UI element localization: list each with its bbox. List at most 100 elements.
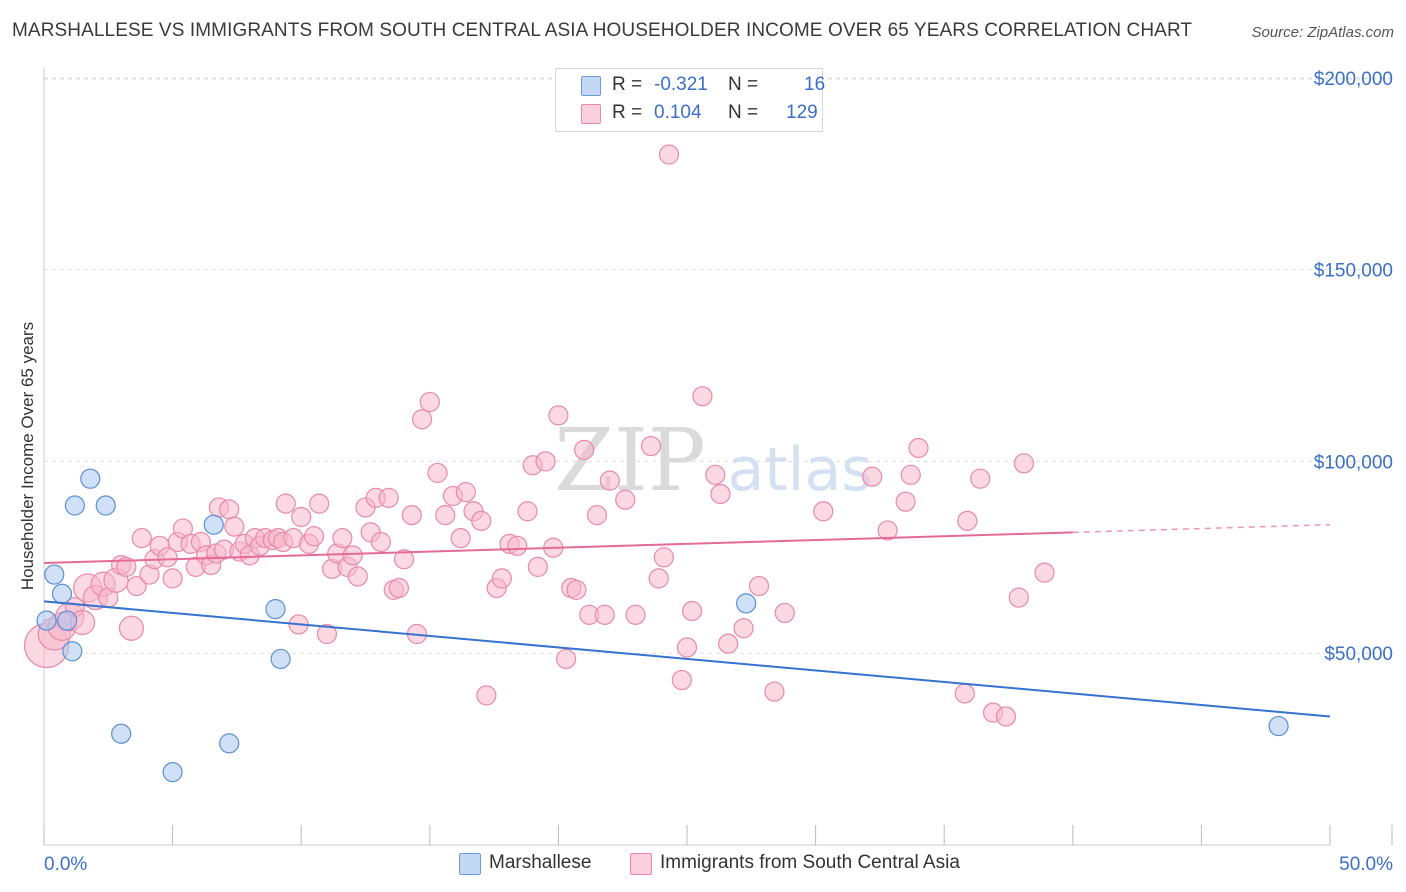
immigrants-trend-extension bbox=[1072, 523, 1331, 534]
immigrants-point bbox=[957, 510, 978, 531]
immigrants-point bbox=[388, 577, 410, 599]
marshallese-point bbox=[95, 495, 116, 516]
marshallese-point bbox=[57, 610, 78, 631]
immigrants-point bbox=[347, 566, 368, 587]
immigrants-point bbox=[705, 464, 726, 485]
marshallese-point bbox=[219, 733, 240, 754]
immigrants-point bbox=[1008, 587, 1029, 608]
immigrants-point bbox=[877, 520, 898, 541]
immigrants-point bbox=[491, 568, 512, 589]
immigrants-point bbox=[275, 493, 296, 514]
legend-swatch-marshallese bbox=[581, 76, 601, 96]
immigrants-point bbox=[370, 531, 392, 553]
immigrants-point bbox=[224, 516, 245, 537]
immigrants-point bbox=[748, 575, 770, 597]
marshallese-point bbox=[1268, 715, 1289, 737]
trend-lines bbox=[43, 523, 1331, 718]
immigrants-points bbox=[23, 144, 1055, 727]
legend-n-value: 16 bbox=[804, 74, 826, 95]
legend-r-value: -0.321 bbox=[654, 74, 708, 95]
immigrants-point bbox=[401, 505, 422, 526]
immigrants-trend-line bbox=[43, 531, 1073, 565]
immigrants-point bbox=[718, 633, 739, 654]
legend-r-value: 0.104 bbox=[654, 102, 702, 123]
immigrants-point bbox=[126, 575, 147, 597]
y-tick-label: $50,000 bbox=[1324, 644, 1393, 665]
source-label: Source: ZipAtlas.com bbox=[1251, 24, 1394, 41]
marshallese-point bbox=[80, 468, 101, 489]
marshallese-point bbox=[51, 583, 73, 604]
immigrants-point bbox=[599, 470, 620, 491]
immigrants-point bbox=[219, 499, 240, 520]
immigrants-point bbox=[471, 510, 492, 531]
immigrants-point bbox=[476, 685, 497, 706]
immigrants-point bbox=[517, 501, 538, 522]
marshallese-point bbox=[162, 762, 183, 783]
immigrants-point bbox=[162, 568, 183, 589]
y-tick-label: $200,000 bbox=[1314, 69, 1393, 90]
immigrants-point bbox=[671, 669, 692, 691]
legend-n-label: N = bbox=[728, 74, 759, 95]
immigrants-point bbox=[995, 706, 1017, 727]
immigrants-point bbox=[615, 489, 636, 510]
immigrants-point bbox=[764, 681, 785, 702]
marshallese-point bbox=[44, 564, 65, 585]
marshallese-trend-line bbox=[43, 600, 1331, 718]
grid-lines bbox=[44, 77, 1395, 654]
immigrants-point bbox=[648, 568, 669, 589]
x-tick-label: 50.0% bbox=[1339, 854, 1393, 875]
bottom-legend-swatch-marshallese bbox=[459, 853, 481, 875]
marshallese-point bbox=[270, 648, 291, 670]
bottom-legend-swatch-immigrants bbox=[630, 853, 652, 875]
marshallese-point bbox=[36, 610, 57, 631]
immigrants-point bbox=[625, 604, 646, 625]
marshallese-point bbox=[736, 593, 757, 614]
legend-n-value: 129 bbox=[786, 102, 818, 123]
immigrants-point bbox=[527, 556, 548, 577]
immigrants-point bbox=[954, 683, 975, 704]
immigrants-point bbox=[1034, 562, 1055, 583]
immigrants-point bbox=[378, 487, 399, 508]
immigrants-point bbox=[710, 483, 731, 505]
immigrants-point bbox=[291, 506, 312, 528]
chart-title: MARSHALLESE VS IMMIGRANTS FROM SOUTH CEN… bbox=[12, 20, 1193, 41]
immigrants-point bbox=[332, 528, 353, 549]
immigrants-point bbox=[435, 505, 456, 526]
legend-swatch-immigrants bbox=[581, 104, 601, 124]
immigrants-point bbox=[393, 549, 415, 570]
marshallese-point bbox=[64, 495, 85, 516]
immigrants-point bbox=[316, 623, 338, 645]
immigrants-point bbox=[970, 468, 991, 489]
immigrants-point bbox=[419, 391, 440, 413]
immigrants-point bbox=[556, 648, 577, 670]
marshallese-point bbox=[203, 514, 224, 535]
bottom-legend-label: Immigrants from South Central Asia bbox=[660, 852, 960, 873]
immigrants-point bbox=[895, 491, 916, 512]
immigrants-point bbox=[900, 464, 921, 485]
marshallese-point bbox=[111, 723, 132, 744]
immigrants-point bbox=[303, 526, 325, 547]
immigrants-point bbox=[411, 409, 433, 430]
immigrants-point bbox=[450, 528, 471, 549]
immigrants-point bbox=[692, 386, 713, 407]
immigrants-point bbox=[507, 535, 528, 556]
immigrants-point bbox=[682, 600, 703, 622]
watermark-atlas: atlas bbox=[728, 435, 873, 505]
immigrants-point bbox=[676, 637, 698, 658]
immigrants-point bbox=[548, 405, 569, 426]
immigrants-point bbox=[1013, 453, 1035, 474]
immigrants-point bbox=[908, 437, 929, 459]
immigrants-point bbox=[658, 144, 680, 165]
immigrants-point bbox=[586, 505, 608, 526]
immigrants-point bbox=[118, 615, 145, 641]
y-tick-label: $100,000 bbox=[1314, 452, 1393, 473]
immigrants-point bbox=[309, 493, 330, 514]
immigrants-point bbox=[566, 579, 587, 601]
marshallese-point bbox=[62, 641, 83, 662]
immigrants-point bbox=[342, 545, 363, 566]
immigrants-point bbox=[535, 451, 556, 472]
immigrants-point bbox=[594, 604, 615, 625]
immigrants-point bbox=[653, 547, 674, 568]
immigrants-point bbox=[131, 528, 152, 549]
